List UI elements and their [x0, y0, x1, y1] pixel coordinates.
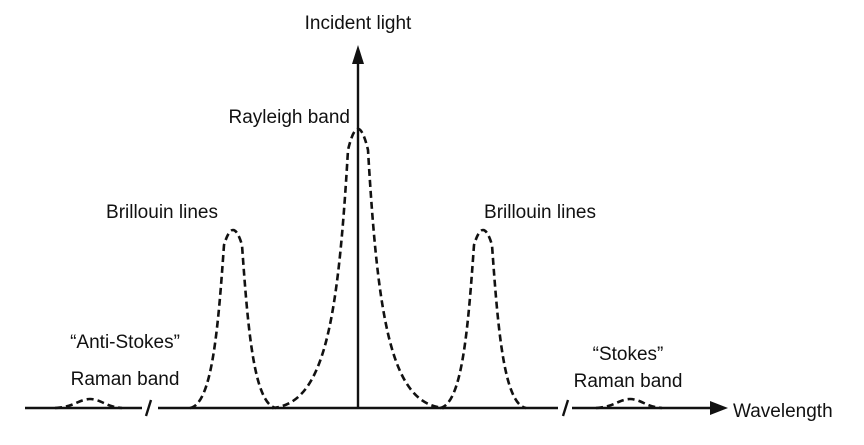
- rayleigh-label: Rayleigh band: [229, 107, 350, 128]
- stokes-label: Raman band: [574, 371, 683, 392]
- anti-stokes-band: [54, 397, 123, 410]
- anti-stokes-label: “Anti-Stokes”: [70, 332, 180, 353]
- axis-break: [144, 399, 153, 417]
- brillouin-left-label: Brillouin lines: [106, 202, 218, 223]
- anti-stokes-label: Raman band: [71, 369, 180, 390]
- incident-arrowhead: [352, 45, 364, 64]
- wavelength-label: Wavelength: [733, 401, 833, 422]
- brillouin-line-right: [439, 228, 527, 410]
- rayleigh-band: [271, 127, 445, 410]
- incident-light-label: Incident light: [305, 13, 412, 34]
- axis-break: [561, 399, 570, 417]
- wavelength-arrowhead: [710, 401, 728, 415]
- brillouin-line-left: [189, 228, 277, 410]
- stokes-band: [595, 397, 663, 410]
- brillouin-right-label: Brillouin lines: [484, 202, 596, 223]
- stokes-label: “Stokes”: [593, 344, 664, 365]
